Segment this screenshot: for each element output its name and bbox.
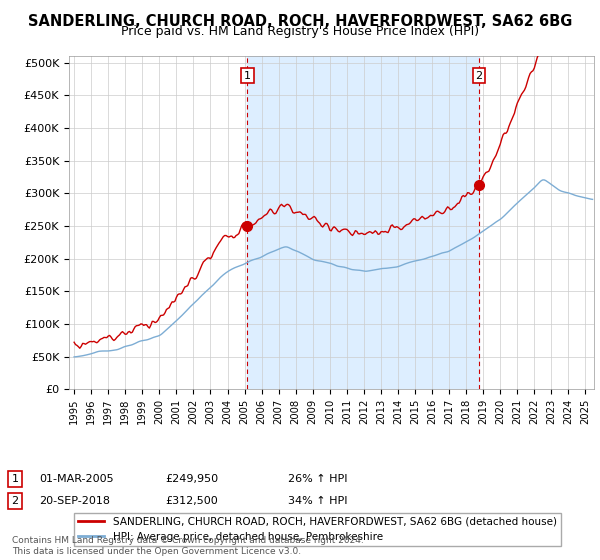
Text: Price paid vs. HM Land Registry's House Price Index (HPI): Price paid vs. HM Land Registry's House …	[121, 25, 479, 38]
Text: 1: 1	[11, 474, 19, 484]
Text: 26% ↑ HPI: 26% ↑ HPI	[288, 474, 347, 484]
Text: Contains HM Land Registry data © Crown copyright and database right 2024.
This d: Contains HM Land Registry data © Crown c…	[12, 536, 364, 556]
Text: 2: 2	[11, 496, 19, 506]
Legend: SANDERLING, CHURCH ROAD, ROCH, HAVERFORDWEST, SA62 6BG (detached house), HPI: Av: SANDERLING, CHURCH ROAD, ROCH, HAVERFORD…	[74, 513, 561, 546]
Text: SANDERLING, CHURCH ROAD, ROCH, HAVERFORDWEST, SA62 6BG: SANDERLING, CHURCH ROAD, ROCH, HAVERFORD…	[28, 14, 572, 29]
Text: £249,950: £249,950	[165, 474, 218, 484]
Bar	[247, 56, 479, 389]
Text: £312,500: £312,500	[165, 496, 218, 506]
Text: 1: 1	[244, 71, 251, 81]
Text: 34% ↑ HPI: 34% ↑ HPI	[288, 496, 347, 506]
Text: 2: 2	[475, 71, 482, 81]
Text: 20-SEP-2018: 20-SEP-2018	[39, 496, 110, 506]
Text: 01-MAR-2005: 01-MAR-2005	[39, 474, 113, 484]
